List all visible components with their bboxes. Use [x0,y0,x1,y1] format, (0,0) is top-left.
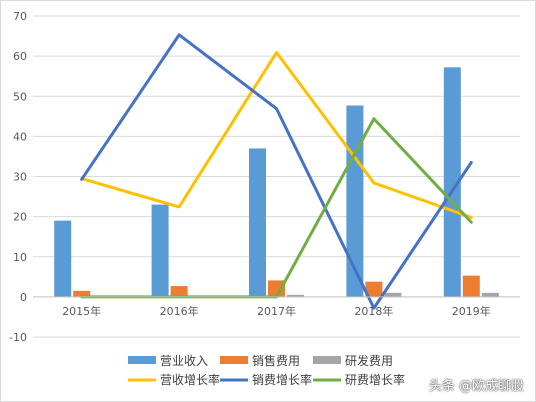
bar [170,286,188,297]
bar [365,281,383,297]
bar [54,220,72,297]
legend-swatch [128,356,156,364]
y-tick-label: 30 [13,171,27,184]
x-axis: 2015年 2016年 2017年 2018年 2019年 [33,296,520,318]
bar [268,280,285,297]
bar [73,290,91,297]
bar [249,148,266,297]
legend-label: 研发费用 [345,353,393,368]
x-tick-label: 2017年 [257,304,296,318]
legend-label: 研费增长率 [345,372,405,387]
y-tick-label: 20 [13,211,27,224]
bar [287,294,304,297]
series-line [80,33,473,310]
y-axis: -10 0 10 20 30 40 50 60 70 [9,10,27,344]
x-tick-label: 2019年 [452,304,491,318]
bar [481,292,499,297]
bar [384,292,402,297]
bar [443,67,461,297]
x-tick-label: 2016年 [160,304,199,318]
y-tick-label: 0 [20,291,27,304]
y-tick-label: 60 [13,50,27,63]
series-line [80,117,473,299]
gridlines [33,15,520,338]
y-tick-label: 70 [13,10,27,23]
bar [151,204,169,297]
bar [462,275,480,297]
bars [54,67,499,297]
legend-label: 销售费用 [252,353,300,368]
y-tick-label: 50 [13,90,27,103]
legend-swatch [313,356,341,364]
legend-swatch [220,356,248,364]
legend-label: 销费增长率 [252,372,312,387]
x-tick-label: 2018年 [354,304,393,318]
watermark-text: 头条 @欧成聊股 [428,379,524,394]
line-series [80,33,473,310]
y-tick-label: 40 [13,130,27,143]
legend-label: 营业收入 [160,354,208,368]
y-tick-label: 10 [13,251,27,264]
legend-label: 营收增长率 [160,372,220,387]
series-line [80,51,473,219]
x-tick-label: 2015年 [62,304,101,318]
y-tick-label: -10 [9,331,27,344]
